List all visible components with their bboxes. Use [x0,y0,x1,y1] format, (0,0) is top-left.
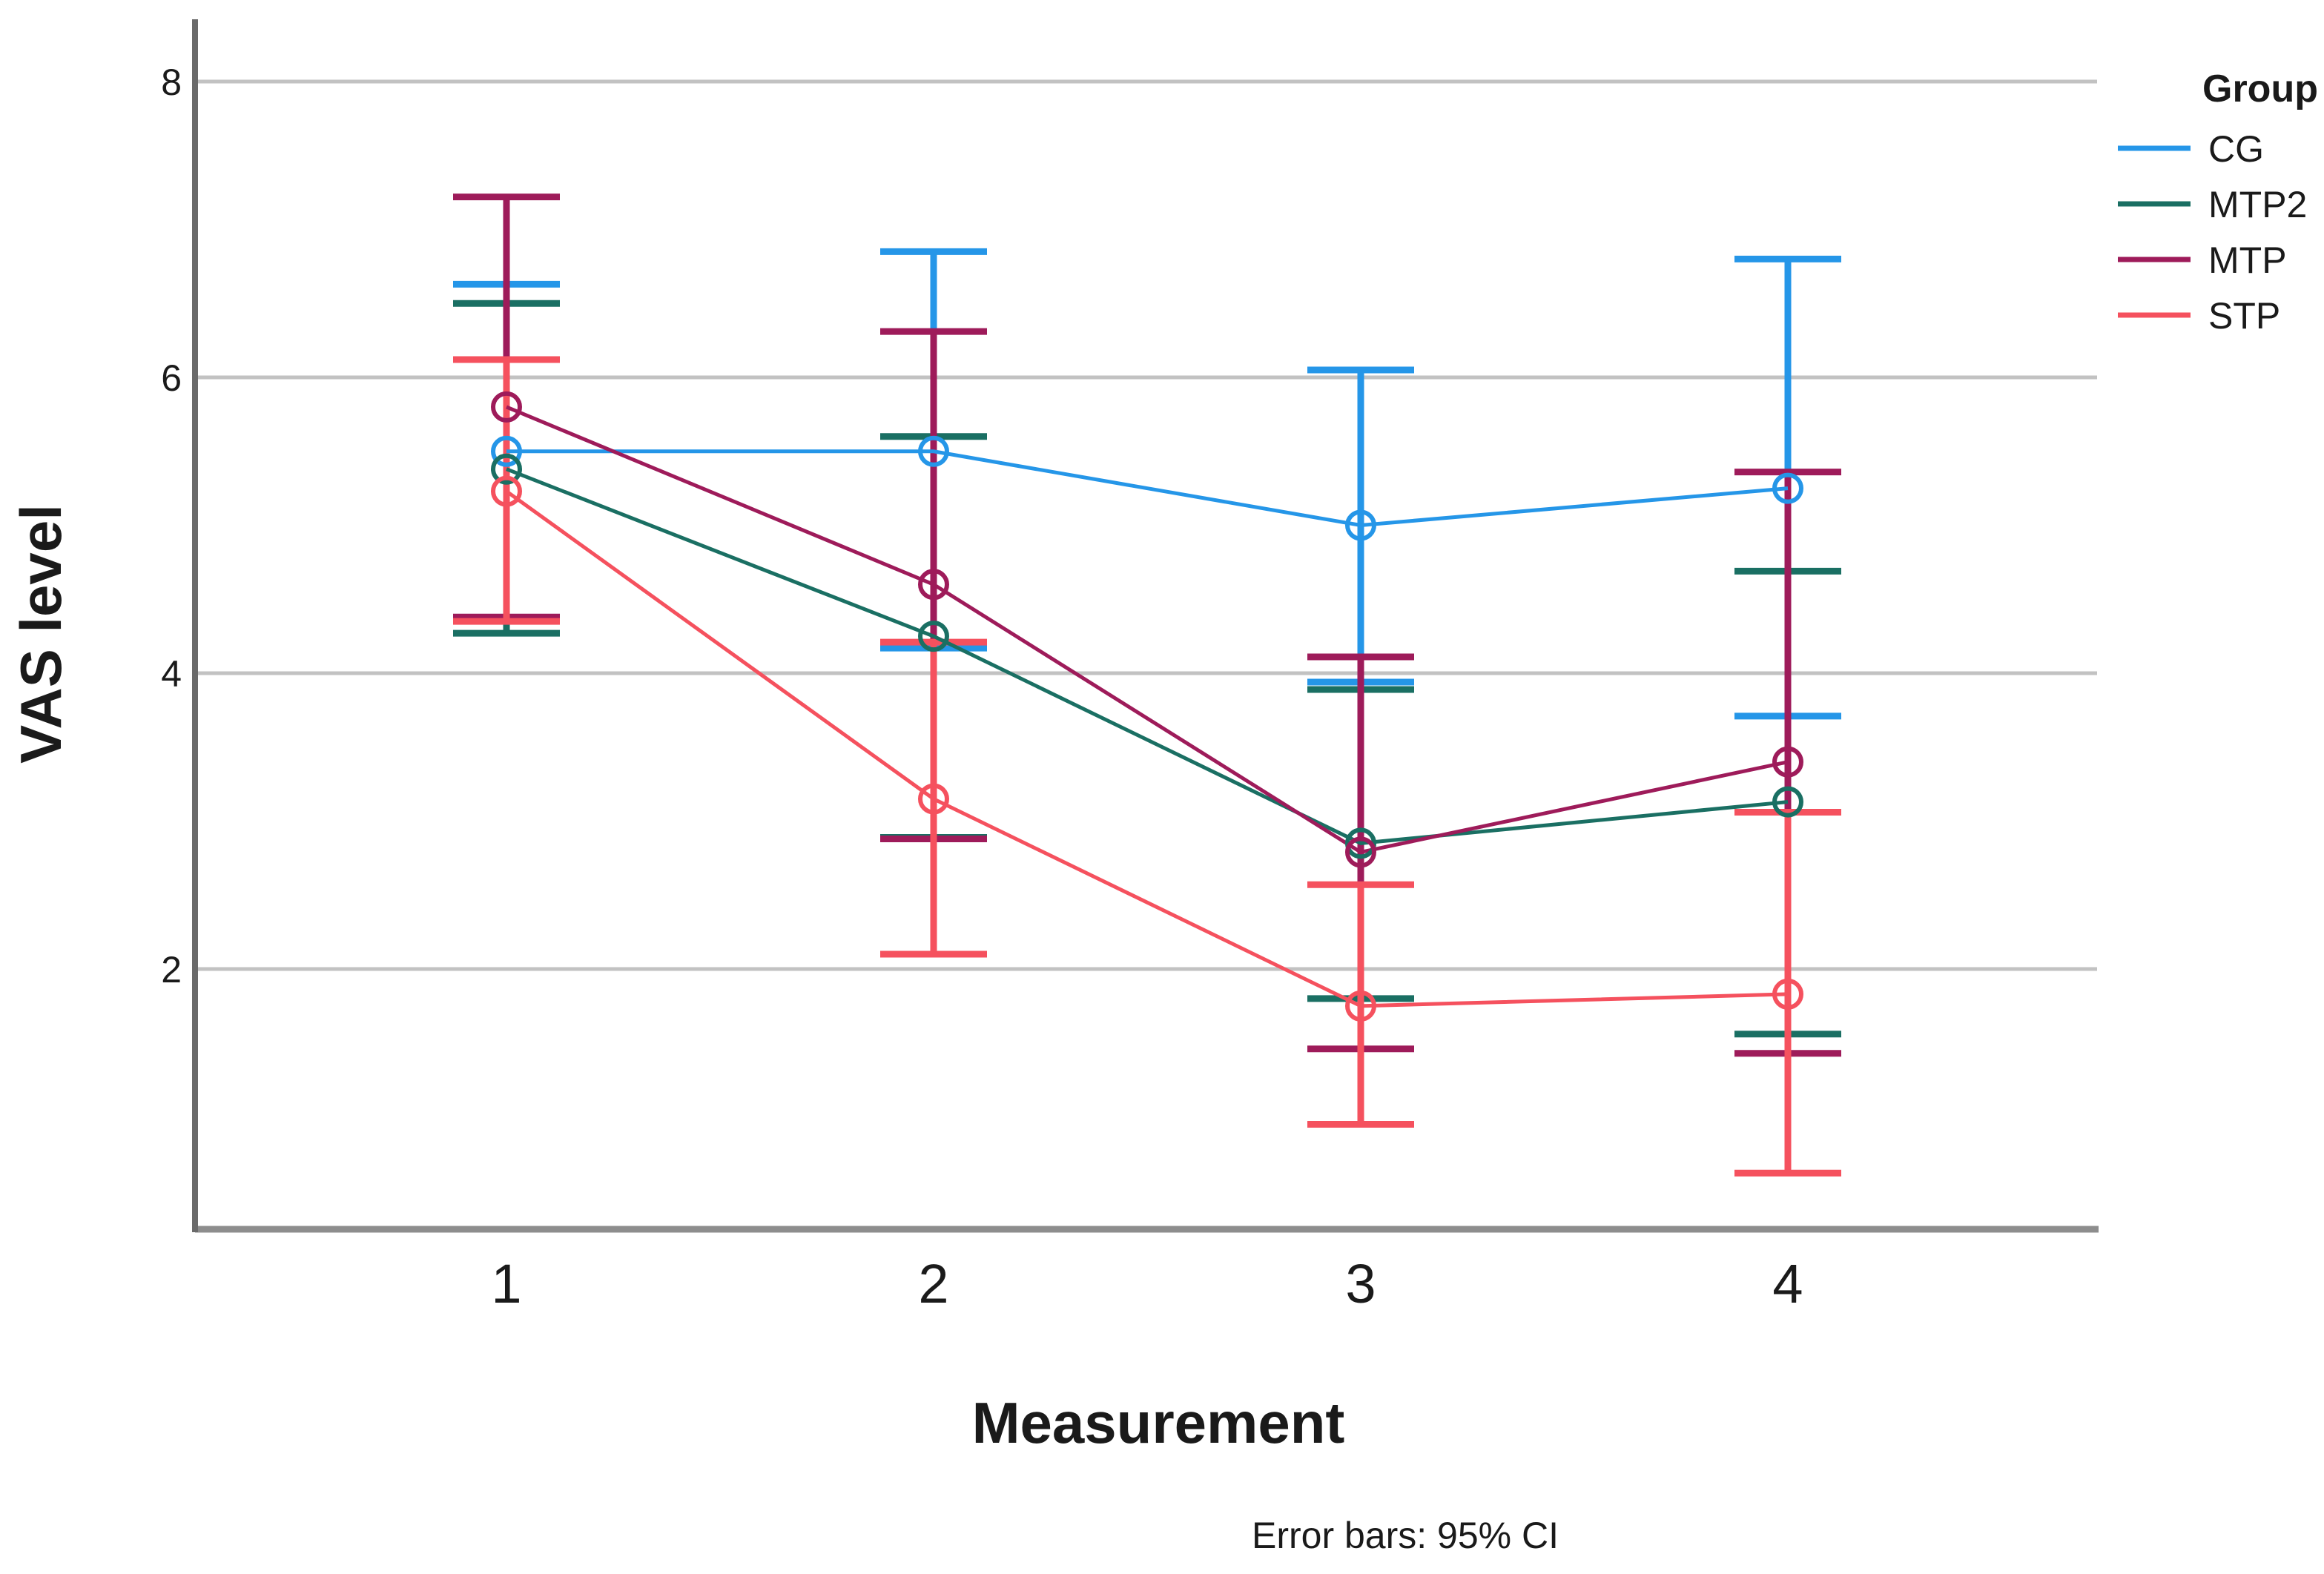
marker-STP-3 [1345,990,1376,1022]
legend-label-CG: CG [2208,128,2264,170]
error-bar-STP-4 [1734,809,1841,1177]
marker-MTP-4 [1772,746,1803,778]
y-tick-label-4: 4 [161,653,182,695]
legend-label-MTP: MTP [2208,239,2287,281]
marker-MTP2-2 [918,621,949,652]
legend-label-STP: STP [2208,295,2280,337]
legend-title: Group [2202,67,2318,110]
marker-MTP-3 [1345,836,1376,868]
x-axis-title: Measurement [972,1390,1345,1455]
y-tick-label-8: 8 [161,62,182,103]
x-tick-labels: 1 2 3 4 [491,1253,1803,1315]
marker-CG-1 [491,435,522,467]
series-line-MTP [506,405,1789,855]
series-line-STP [505,489,1789,1008]
gridlines [195,79,2097,971]
x-tick-label-1: 1 [491,1253,521,1315]
legend-item-CG: CG [2118,128,2264,170]
marker-CG-4 [1772,472,1803,504]
marker-STP-4 [1772,978,1803,1010]
legend-items: CG MTP2 MTP STP [2118,128,2307,337]
error-bars [453,194,1841,1177]
legend-item-MTP: MTP [2118,239,2287,281]
series-lines [505,405,1789,1008]
marker-CG-2 [918,435,949,467]
footnote: Error bars: 95% CI [1252,1515,1559,1556]
marker-MTP2-3 [1345,827,1376,859]
legend-label-MTP2: MTP2 [2208,184,2307,225]
x-tick-label-3: 3 [1345,1253,1376,1315]
marker-CG-3 [1345,509,1376,541]
marker-STP-2 [918,783,949,815]
y-tick-label-2: 2 [161,949,182,991]
series-line-CG [506,449,1789,528]
series-line-MTP2 [506,467,1789,845]
error-bar-STP-1 [453,356,560,625]
y-axis-title: VAS level [8,504,73,764]
y-tick-label-6: 6 [161,357,182,399]
marker-MTP2-4 [1772,786,1803,818]
x-tick-label-2: 2 [918,1253,948,1315]
series-markers [491,391,1803,1022]
legend: Group CG MTP2 MTP STP [2118,67,2318,337]
marker-STP-1 [491,475,522,507]
y-tick-labels: 2 4 6 8 [161,62,182,991]
x-tick-label-4: 4 [1772,1253,1803,1315]
legend-item-MTP2: MTP2 [2118,184,2307,225]
marker-MTP-1 [491,391,522,423]
marker-MTP2-1 [491,453,522,485]
legend-item-STP: STP [2118,295,2280,337]
marker-MTP-2 [918,569,949,601]
